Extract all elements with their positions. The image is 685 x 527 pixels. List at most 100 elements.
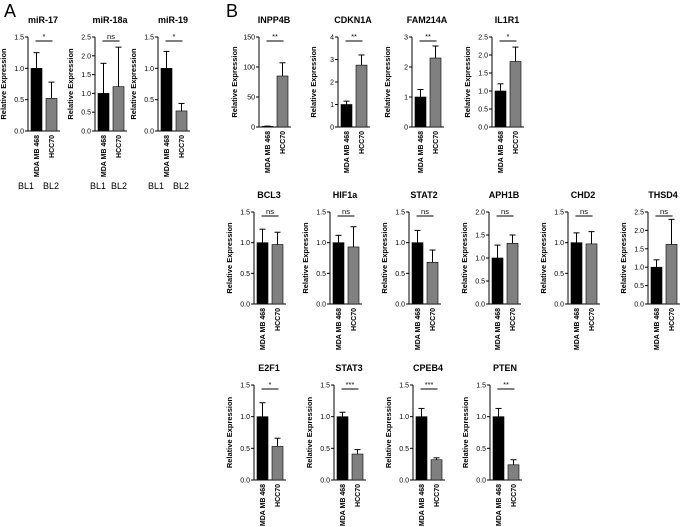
x-category-label: MDA MB 468 — [260, 484, 267, 526]
significance-label: ns — [501, 207, 509, 216]
x-category-label: HCC70 — [275, 484, 282, 507]
significance-label: *** — [425, 380, 434, 389]
chart-mir-18a: miR-18a Relative Expression 0.0 0.5 1.0 1.5 2.… — [66, 15, 129, 177]
x-category-label: HCC70 — [359, 131, 366, 154]
y-axis-label: Relative Expression — [225, 222, 234, 294]
y-tick-label: 0 — [330, 125, 334, 132]
y-tick-label: 1.0 — [320, 414, 330, 421]
x-category-label: HCC70 — [351, 308, 358, 331]
chart-title: CHD2 — [571, 190, 596, 200]
chart-title: INPP4B — [258, 15, 291, 25]
bar-hcc70 — [271, 244, 284, 305]
y-axis-label: Relative Expression — [0, 48, 8, 120]
y-tick-label: 0.5 — [144, 97, 154, 104]
chart-stat3: STAT3 Relative Expression 0.0 0.5 1.0 1.5 MDA … — [305, 363, 366, 526]
x-category-label: MDA MB 468 — [498, 131, 505, 173]
x-category-label: MDA MB 468 — [340, 484, 347, 526]
significance-label: ** — [272, 32, 278, 41]
chart-il1r1: IL1R1 Relative Expression 0.0 0.5 1.0 1.5 2.0 2… — [463, 15, 524, 173]
x-category-label: MDA MB 468 — [260, 308, 267, 350]
y-tick-label: 2 — [404, 65, 408, 72]
bar-hcc70 — [355, 64, 368, 128]
extra-label-bl1: BL1 — [90, 181, 106, 191]
chart-cpeb4: CPEB4 Relative Expression 0.0 0.5 1.0 1.5 MDA … — [384, 363, 445, 526]
bar-mda-mb-468 — [492, 416, 505, 481]
y-tick-label: 0.5 — [81, 110, 91, 117]
significance-label: * — [269, 380, 272, 389]
y-tick-label: 0.5 — [554, 271, 564, 278]
bar-mda-mb-468 — [414, 96, 427, 128]
y-tick-label: 1.0 — [478, 89, 488, 96]
chart-title: THSD4 — [648, 190, 678, 200]
significance-label: * — [173, 32, 176, 41]
x-category-label: MDA MB 468 — [34, 135, 41, 177]
chart-title: CDKN1A — [334, 15, 372, 25]
chart-stat2: STAT2 Relative Expression 0.0 0.5 1.0 1.5 MDA … — [380, 190, 441, 350]
bar-hcc70 — [426, 261, 439, 305]
y-tick-label: 1.0 — [81, 91, 91, 98]
x-category-label: HCC70 — [433, 131, 440, 154]
y-tick-label: 0.5 — [395, 271, 405, 278]
y-tick-label: 0.0 — [475, 302, 485, 309]
bar-hcc70 — [509, 61, 522, 128]
y-tick-label: 1.0 — [399, 414, 409, 421]
significance-label: ns — [107, 32, 115, 41]
significance-label: *** — [346, 380, 355, 389]
y-axis-label: Relative Expression — [305, 396, 314, 468]
x-category-label: HCC70 — [510, 308, 517, 331]
bar-mda-mb-468 — [570, 242, 583, 305]
y-tick-label: 0.0 — [478, 125, 488, 132]
chart-title: miR-18a — [92, 15, 128, 25]
x-category-label: MDA MB 468 — [344, 131, 351, 173]
y-tick-label: 2.0 — [81, 53, 91, 60]
y-tick-label: 1.0 — [475, 256, 485, 263]
chart-title: miR-17 — [28, 15, 58, 25]
y-tick-label: 0.0 — [399, 478, 409, 485]
x-category-label: HCC70 — [179, 135, 186, 158]
chart-chd2: CHD2 Relative Expression 0.0 0.5 1.0 1.5 MDA M… — [539, 190, 600, 350]
y-axis-label: Relative Expression — [230, 46, 239, 118]
x-category-label: MDA MB 468 — [101, 135, 108, 177]
x-category-label: HCC70 — [355, 484, 362, 507]
y-tick-label: 0.0 — [395, 302, 405, 309]
y-tick-label: 0.0 — [240, 478, 250, 485]
y-tick-label: 0 — [404, 125, 408, 132]
x-category-label: HCC70 — [589, 308, 596, 331]
y-tick-label: 2.0 — [478, 53, 488, 60]
chart-title: CPEB4 — [413, 363, 443, 373]
y-tick-label: 1.5 — [240, 383, 250, 390]
significance-label: ns — [266, 207, 274, 216]
y-axis-label: Relative Expression — [380, 222, 389, 294]
y-tick-label: 0.0 — [476, 478, 486, 485]
y-tick-label: 0.5 — [316, 271, 326, 278]
bar-mda-mb-468 — [650, 266, 663, 305]
y-tick-label: 0.0 — [240, 302, 250, 309]
y-tick-label: 1 — [404, 95, 408, 102]
y-axis-label: Relative Expression — [383, 46, 392, 118]
chart-title: BCL3 — [257, 190, 281, 200]
bar-mda-mb-468 — [160, 68, 173, 132]
bar-mda-mb-468 — [30, 68, 43, 132]
y-tick-label: 1.5 — [316, 210, 326, 217]
bar-hcc70 — [665, 244, 678, 305]
x-category-label: MDA MB 468 — [496, 484, 503, 526]
y-tick-label: 1.5 — [144, 35, 154, 42]
significance-label: ns — [421, 207, 429, 216]
y-tick-label: 100 — [243, 65, 255, 72]
y-axis-label: Relative Expression — [309, 46, 318, 118]
extra-label-bl2: BL2 — [43, 181, 59, 191]
y-tick-label: 1.0 — [316, 240, 326, 247]
panel-label-b: B — [226, 1, 238, 21]
x-category-label: HCC70 — [669, 308, 676, 331]
bar-mda-mb-468 — [97, 93, 110, 132]
bar-mda-mb-468 — [332, 242, 345, 305]
y-tick-label: 0.0 — [316, 302, 326, 309]
chart-title: IL1R1 — [495, 15, 520, 25]
significance-label: ns — [660, 207, 668, 216]
y-tick-label: 0.0 — [81, 129, 91, 136]
y-tick-label: 1.0 — [14, 66, 24, 73]
chart-aph1b: APH1B Relative Expression 0.0 0.5 1.0 1.5 2.0 M… — [460, 190, 521, 350]
bar-hcc70 — [175, 110, 188, 132]
bar-hcc70 — [276, 75, 289, 128]
bar-mda-mb-468 — [411, 242, 424, 305]
